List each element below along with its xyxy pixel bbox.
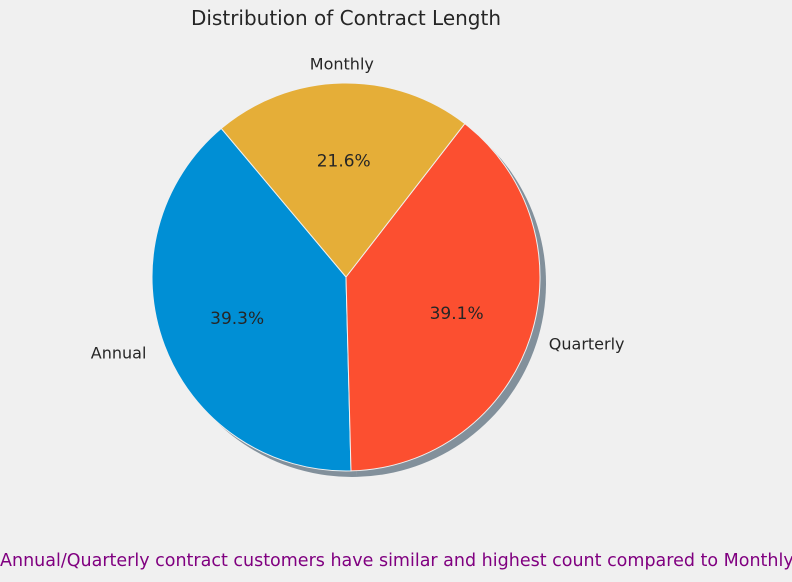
chart-title: Distribution of Contract Length	[191, 6, 501, 30]
pie-slice-quarterly	[345, 122, 541, 472]
slice-label-annual: Annual	[91, 344, 147, 363]
pie-slice-monthly	[220, 82, 466, 278]
chart-caption: Annual/Quarterly contract customers have…	[0, 551, 792, 571]
slice-percent-monthly: 21.6%	[317, 152, 371, 172]
pie-labels: Annual 39.3% Quarterly 39.1% Monthly 21.6%	[91, 55, 625, 363]
slice-label-monthly: Monthly	[310, 55, 374, 74]
slice-percent-quarterly: 39.1%	[430, 304, 484, 324]
pie-slices	[151, 82, 541, 472]
slice-label-quarterly: Quarterly	[549, 334, 625, 353]
pie-slice-annual	[151, 127, 352, 472]
slice-percent-annual: 39.3%	[210, 309, 264, 329]
